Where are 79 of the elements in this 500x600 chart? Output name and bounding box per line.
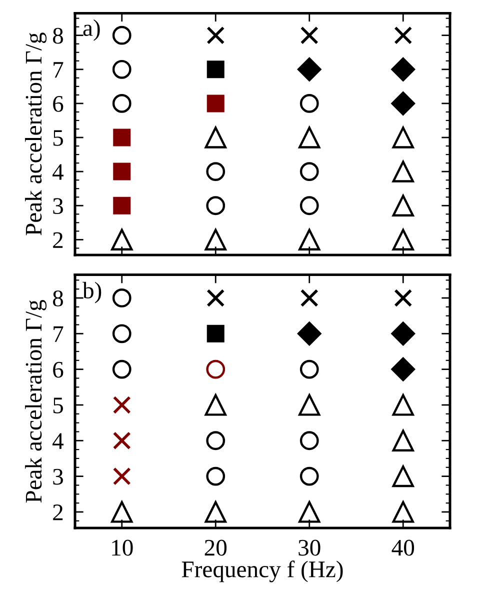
point (392, 228, 414, 251)
y-tick-label: 5 (53, 130, 63, 146)
x-axis-title: Frequency f (Hz) (182, 560, 343, 582)
y-tick-label: 3 (53, 468, 63, 485)
point (206, 60, 224, 78)
point (112, 94, 132, 113)
point (112, 360, 132, 379)
point (113, 196, 131, 214)
point (112, 288, 132, 308)
point (204, 228, 226, 251)
point (394, 26, 412, 44)
point (300, 196, 319, 216)
y-tick-label: 6 (53, 362, 64, 378)
y-tick-label: 4 (52, 164, 64, 180)
point (391, 57, 416, 82)
point (204, 501, 226, 523)
point (300, 162, 319, 182)
point (206, 196, 226, 216)
point (300, 466, 319, 486)
y-tick-label: 7 (54, 326, 64, 342)
point (300, 288, 318, 308)
point (391, 357, 416, 382)
point (206, 288, 225, 308)
point (112, 324, 132, 344)
point (300, 94, 319, 113)
point (206, 26, 225, 44)
y-tick-label: 5 (53, 398, 63, 414)
point (206, 466, 226, 486)
point (297, 57, 322, 82)
point (300, 26, 318, 44)
point (297, 322, 322, 346)
point (113, 128, 131, 146)
point (206, 360, 226, 379)
x-tick-label: 20 (204, 540, 227, 556)
y-tick-label: 8 (52, 28, 63, 44)
x-tick-label: 30 (298, 540, 320, 556)
point (392, 501, 414, 523)
point (298, 394, 320, 416)
point (298, 228, 320, 251)
point (204, 126, 226, 148)
y-tick-label: 7 (54, 62, 64, 78)
point (391, 322, 416, 346)
point (112, 432, 131, 450)
point (112, 467, 131, 486)
y-tick-label: 8 (52, 290, 63, 306)
point (392, 394, 414, 416)
point (204, 394, 226, 416)
point (298, 126, 320, 148)
y-tick-label: 6 (53, 96, 64, 112)
point (206, 324, 224, 342)
point (111, 501, 133, 523)
x-tick-label: 10 (112, 540, 133, 556)
y-axis-title: Peak acceleration Γ/g (25, 300, 47, 503)
x-tick-label: 40 (392, 540, 414, 556)
point (112, 396, 131, 414)
point (300, 360, 319, 379)
y-tick-label: 2 (53, 504, 63, 520)
y-axis-title: Peak acceleration Γ/g (25, 32, 47, 236)
point (394, 288, 412, 308)
y-tick-label: 3 (53, 198, 63, 214)
point (391, 92, 416, 116)
annotation: b) (82, 282, 102, 304)
point (392, 126, 414, 148)
point (298, 501, 320, 523)
point (112, 26, 132, 45)
point (206, 431, 226, 450)
point (112, 60, 132, 79)
point (392, 430, 414, 452)
y-tick-label: 4 (52, 433, 64, 449)
point (111, 228, 133, 251)
point (206, 94, 224, 112)
point (392, 465, 414, 488)
point (113, 162, 131, 180)
y-tick-label: 2 (53, 232, 63, 248)
point (392, 194, 414, 216)
point (206, 162, 226, 182)
annotation: a) (83, 19, 100, 41)
point (300, 431, 319, 450)
point (392, 160, 414, 182)
